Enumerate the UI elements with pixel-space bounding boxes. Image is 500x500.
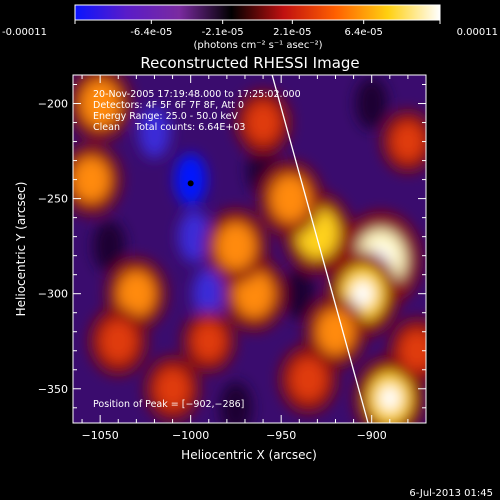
heatmap-dark-region	[219, 381, 252, 423]
heatmap-dark-region	[283, 267, 316, 320]
heatmap-source	[245, 101, 281, 144]
info-block: 20-Nov-2005 17:19:48.000 to 17:25:02.000…	[93, 89, 301, 133]
heatmap-source	[100, 319, 137, 363]
x-tick-label: −950	[266, 429, 296, 442]
heatmap	[73, 75, 426, 423]
heatmap-source-core	[378, 385, 401, 412]
info-line-energy: Energy Range: 25.0 - 50.0 keV	[93, 111, 238, 122]
colorbar-tick-label: -0.00011	[2, 27, 47, 38]
colorbar-unit: (photons cm⁻² s⁻¹ asec⁻²)	[193, 40, 322, 51]
heatmap-source	[270, 175, 310, 223]
colorbar-tick-label: 0.00011	[457, 27, 498, 38]
heatmap-source	[80, 80, 120, 128]
heatmap-source	[316, 309, 355, 355]
heatmap-source	[399, 330, 426, 372]
y-tick-label: −350	[38, 383, 68, 396]
x-tick-label: −900	[357, 429, 387, 442]
solar-limb-line	[271, 75, 369, 423]
heatmap-dark-region	[138, 106, 171, 159]
heatmap-dark-region	[178, 210, 211, 263]
info-line-clean: Clean Total counts: 6.64E+03	[93, 122, 245, 133]
heatmap-dark-region	[174, 153, 207, 206]
footer-date: 6-Jul-2013 01:45	[409, 488, 493, 499]
y-tick-label: −200	[38, 98, 68, 111]
heatmap-dark-region	[93, 220, 126, 273]
heatmap-source	[155, 368, 190, 410]
heatmap-source	[216, 222, 256, 270]
heatmap-source	[391, 121, 425, 162]
colorbar-ticks: -0.00011 -6.4e-05 -2.1e-05 2.1e-05 6.4e-05 0.…	[2, 20, 498, 38]
colorbar-tick-label: -6.4e-05	[130, 27, 172, 38]
peak-marker	[187, 180, 194, 187]
x-tick-label: −1050	[82, 429, 119, 442]
colorbar	[74, 4, 441, 21]
colorbar-tick-label: 6.4e-05	[344, 27, 382, 38]
y-tick-label: −250	[38, 193, 68, 206]
colorbar-tick-label: 2.1e-05	[273, 27, 311, 38]
heatmap-dark-region	[192, 267, 225, 320]
plot-frame	[72, 74, 427, 424]
x-axis-label: Heliocentric X (arcsec)	[181, 448, 317, 462]
heatmap-source	[117, 271, 156, 317]
y-axis-label: Heliocentric Y (arcsec)	[14, 182, 28, 317]
heatmap-source	[73, 157, 110, 203]
colorbar-tick-label: -2.1e-05	[202, 27, 244, 38]
axes: −1050 −1000 −950 −900 −200 −250 −300 −350	[38, 75, 427, 442]
heatmap-source-core	[351, 280, 375, 308]
heatmap-dark-region	[355, 77, 388, 130]
heatmap-source	[192, 321, 226, 361]
peak-position-label: Position of Peak = [−902,−286]	[93, 399, 244, 410]
chart-title: Reconstructed RHESSI Image	[140, 54, 359, 72]
x-tick-label: −1000	[172, 429, 209, 442]
heatmap-source	[290, 357, 327, 401]
info-line-time: 20-Nov-2005 17:19:48.000 to 17:25:02.000	[93, 89, 301, 100]
info-line-detectors: Detectors: 4F 5F 6F 7F 8F, Att 0	[93, 100, 244, 111]
y-tick-label: −300	[38, 288, 68, 301]
